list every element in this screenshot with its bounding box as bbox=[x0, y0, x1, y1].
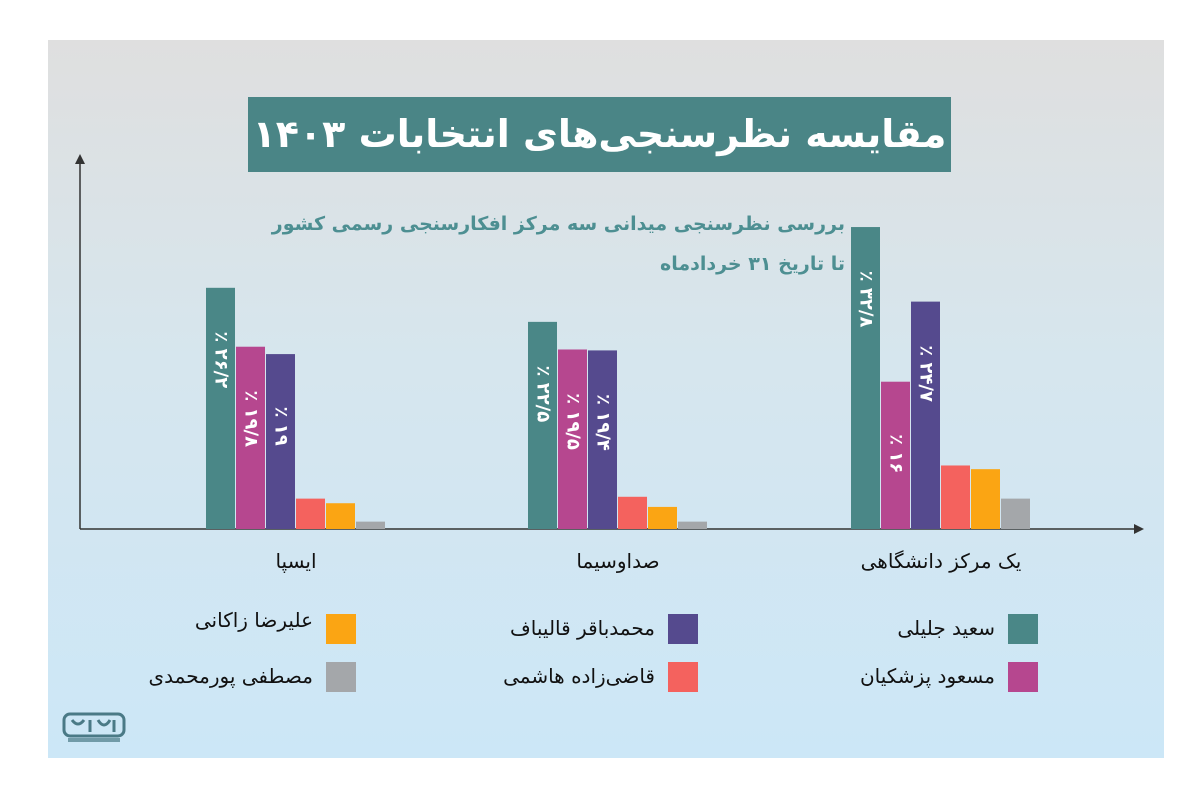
x-axis-arrow bbox=[1134, 524, 1144, 534]
category-label-2: یک مرکز دانشگاهی bbox=[861, 549, 1022, 573]
legend-label-pezeshkian: مسعود پزشکیان bbox=[859, 664, 995, 688]
bar-2-2 bbox=[911, 301, 940, 529]
legend-swatch-jalili bbox=[1008, 614, 1038, 644]
bar-0-4 bbox=[326, 503, 355, 529]
bar-1-2 bbox=[588, 350, 617, 529]
legend-swatch-zakani bbox=[326, 614, 356, 644]
bar-0-3 bbox=[296, 498, 325, 529]
category-label-0: ایسپا bbox=[275, 549, 316, 574]
category-label-1: صداوسیما bbox=[576, 549, 659, 573]
legend-swatch-pourmohammadi bbox=[326, 662, 356, 692]
bar-2-1 bbox=[881, 381, 910, 529]
data-label-1-0: ٪ ۲۲/۵ bbox=[533, 365, 554, 422]
data-label-0-2: ٪ ۱۹ bbox=[271, 406, 292, 445]
legend-swatch-ghazizadeh bbox=[668, 662, 698, 692]
bar-1-4 bbox=[648, 506, 677, 529]
bar-0-1 bbox=[236, 346, 265, 529]
bar-2-5 bbox=[1001, 498, 1030, 529]
data-label-1-2: ٪ ۱۹/۴ bbox=[593, 394, 614, 451]
data-label-0-0: ٪ ۲۶/۲ bbox=[211, 331, 232, 388]
bar-1-5 bbox=[678, 521, 707, 529]
legend-label-pourmohammadi: مصطفی پورمحمدی bbox=[148, 664, 313, 688]
legend-swatch-pezeshkian bbox=[1008, 662, 1038, 692]
logo-emblem-icon bbox=[62, 712, 126, 742]
bar-1-3 bbox=[618, 496, 647, 529]
legend-label-zakani: علیرضا زاکانی bbox=[194, 608, 313, 632]
bar-0-5 bbox=[356, 521, 385, 529]
data-label-1-1: ٪ ۱۹/۵ bbox=[563, 393, 584, 450]
legend-swatch-ghalibaf bbox=[668, 614, 698, 644]
legend-label-jalili: سعید جلیلی bbox=[897, 616, 995, 640]
chart-subtitle-line2: تا تاریخ ۳۱ خردادماه bbox=[659, 253, 845, 275]
chart-subtitle-line1: بررسی نظرسنجی میدانی سه مرکز افکارسنجی ر… bbox=[271, 213, 845, 235]
bar-1-0 bbox=[528, 321, 557, 529]
y-axis-arrow bbox=[75, 154, 85, 164]
bar-0-2 bbox=[266, 354, 295, 529]
bar-0-0 bbox=[206, 287, 235, 529]
bar-1-1 bbox=[558, 349, 587, 529]
data-label-2-1: ٪ ۱۶ bbox=[886, 434, 907, 473]
bar-2-0 bbox=[851, 227, 880, 529]
legend-label-ghazizadeh: قاضی‌زاده هاشمی bbox=[503, 664, 655, 688]
title-banner bbox=[248, 97, 951, 172]
bar-2-3 bbox=[941, 465, 970, 529]
chart-title: مقایسه نظرسنجی‌های انتخابات ۱۴۰۳ bbox=[252, 112, 947, 156]
data-label-2-0: ٪ ۳۲/۸ bbox=[856, 271, 877, 328]
bar-2-4 bbox=[971, 469, 1000, 529]
data-label-2-2: ٪ ۲۴/۷ bbox=[916, 345, 937, 402]
legend-label-ghalibaf: محمدباقر قالیباف bbox=[510, 616, 655, 640]
data-label-0-1: ٪ ۱۹/۸ bbox=[241, 390, 262, 447]
